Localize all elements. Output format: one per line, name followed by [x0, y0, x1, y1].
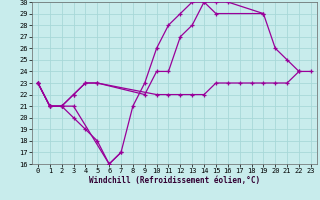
X-axis label: Windchill (Refroidissement éolien,°C): Windchill (Refroidissement éolien,°C): [89, 176, 260, 185]
